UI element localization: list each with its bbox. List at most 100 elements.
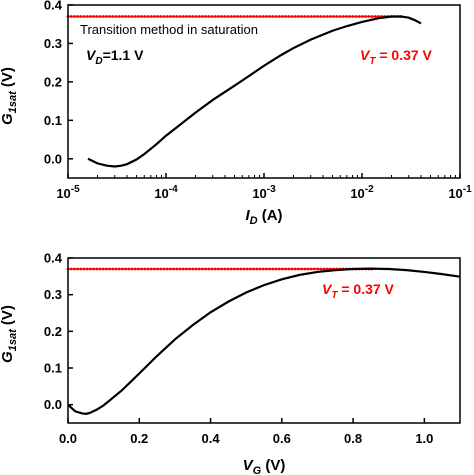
- threshold-marker: [114, 15, 118, 18]
- threshold-marker: [335, 15, 339, 18]
- threshold-marker: [191, 15, 195, 18]
- threshold-marker: [322, 15, 326, 18]
- threshold-marker: [165, 267, 169, 271]
- threshold-marker: [169, 267, 172, 271]
- threshold-marker: [111, 15, 115, 18]
- threshold-marker: [345, 15, 348, 18]
- threshold-marker: [370, 15, 374, 18]
- threshold-marker: [277, 267, 281, 271]
- threshold-marker: [73, 15, 76, 18]
- threshold-marker: [300, 15, 303, 18]
- threshold-marker: [223, 15, 227, 18]
- threshold-marker: [252, 15, 256, 18]
- threshold-marker: [108, 267, 111, 271]
- threshold-marker: [185, 15, 188, 18]
- threshold-marker: [242, 15, 246, 18]
- threshold-marker: [69, 15, 73, 18]
- y-tick-label: 0.2: [44, 74, 62, 89]
- top-method-annotation: Transition method in saturation: [80, 22, 258, 37]
- threshold-marker: [245, 267, 249, 271]
- top-data-curve: [87, 15, 422, 168]
- threshold-marker: [117, 15, 121, 18]
- threshold-marker: [265, 15, 268, 18]
- threshold-marker: [194, 267, 198, 271]
- threshold-marker: [316, 267, 319, 271]
- threshold-marker: [354, 15, 358, 18]
- top-y-axis-label: G1sat (V): [0, 67, 19, 125]
- top-vt-annotation: VT = 0.37 V: [360, 47, 433, 67]
- threshold-marker: [197, 267, 201, 271]
- top-threshold-line: [66, 15, 403, 18]
- threshold-marker: [98, 267, 102, 271]
- threshold-marker: [284, 15, 287, 18]
- threshold-marker: [367, 15, 371, 18]
- threshold-marker: [101, 267, 105, 271]
- threshold-marker: [201, 267, 204, 271]
- threshold-marker: [220, 267, 224, 271]
- threshold-marker: [79, 267, 83, 271]
- threshold-marker: [105, 15, 108, 18]
- threshold-marker: [140, 267, 144, 271]
- x-tick-label: 10-3: [252, 184, 276, 201]
- threshold-marker: [293, 267, 297, 271]
- threshold-marker: [69, 267, 73, 271]
- threshold-marker: [197, 15, 201, 18]
- threshold-marker: [156, 267, 160, 271]
- threshold-marker: [357, 15, 361, 18]
- threshold-marker: [137, 15, 140, 18]
- threshold-marker: [130, 267, 134, 271]
- y-tick-label: 0.3: [44, 36, 62, 51]
- threshold-marker: [306, 15, 310, 18]
- threshold-marker: [201, 15, 204, 18]
- threshold-marker: [242, 267, 246, 271]
- threshold-marker: [322, 267, 326, 271]
- bottom-x-tick-layer: 0.0 0.2 0.4 0.6 0.8 1.0: [59, 418, 433, 446]
- threshold-marker: [89, 267, 92, 271]
- threshold-marker: [249, 15, 252, 18]
- x-tick-label: 0.0: [59, 431, 77, 446]
- threshold-marker: [293, 15, 297, 18]
- threshold-marker: [239, 15, 243, 18]
- threshold-marker: [265, 267, 268, 271]
- threshold-marker: [130, 15, 134, 18]
- threshold-marker: [159, 15, 163, 18]
- bottom-y-tick-layer: 0.0 0.1 0.2 0.3 0.4: [44, 251, 73, 412]
- threshold-marker: [277, 15, 281, 18]
- threshold-marker: [73, 267, 76, 271]
- threshold-marker: [297, 267, 300, 271]
- threshold-marker: [351, 15, 355, 18]
- x-tick-label: 10-5: [56, 184, 80, 201]
- threshold-marker: [146, 267, 150, 271]
- threshold-marker: [300, 267, 303, 271]
- threshold-marker: [95, 267, 99, 271]
- threshold-marker: [178, 267, 182, 271]
- threshold-marker: [332, 15, 335, 18]
- top-x-tick-layer: 10-5 10-4 10-3 10-2 10-1: [56, 173, 472, 201]
- threshold-marker: [213, 267, 217, 271]
- threshold-marker: [117, 267, 121, 271]
- threshold-marker: [124, 267, 127, 271]
- threshold-marker: [101, 15, 105, 18]
- threshold-marker: [271, 267, 275, 271]
- threshold-marker: [79, 15, 83, 18]
- threshold-marker: [111, 267, 115, 271]
- threshold-marker: [175, 15, 179, 18]
- threshold-marker: [181, 267, 185, 271]
- threshold-marker: [169, 15, 172, 18]
- threshold-marker: [207, 15, 211, 18]
- threshold-marker: [156, 15, 160, 18]
- threshold-marker: [76, 267, 79, 271]
- threshold-marker: [127, 267, 131, 271]
- threshold-marker: [290, 15, 294, 18]
- bottom-x-axis-label: VG (V): [243, 457, 286, 475]
- threshold-marker: [341, 15, 345, 18]
- threshold-marker: [89, 15, 92, 18]
- threshold-marker: [95, 15, 99, 18]
- threshold-marker: [229, 15, 233, 18]
- threshold-marker: [204, 267, 208, 271]
- x-tick-label: 0.8: [344, 431, 362, 446]
- threshold-marker: [181, 15, 185, 18]
- threshold-marker: [233, 15, 236, 18]
- threshold-marker: [274, 15, 278, 18]
